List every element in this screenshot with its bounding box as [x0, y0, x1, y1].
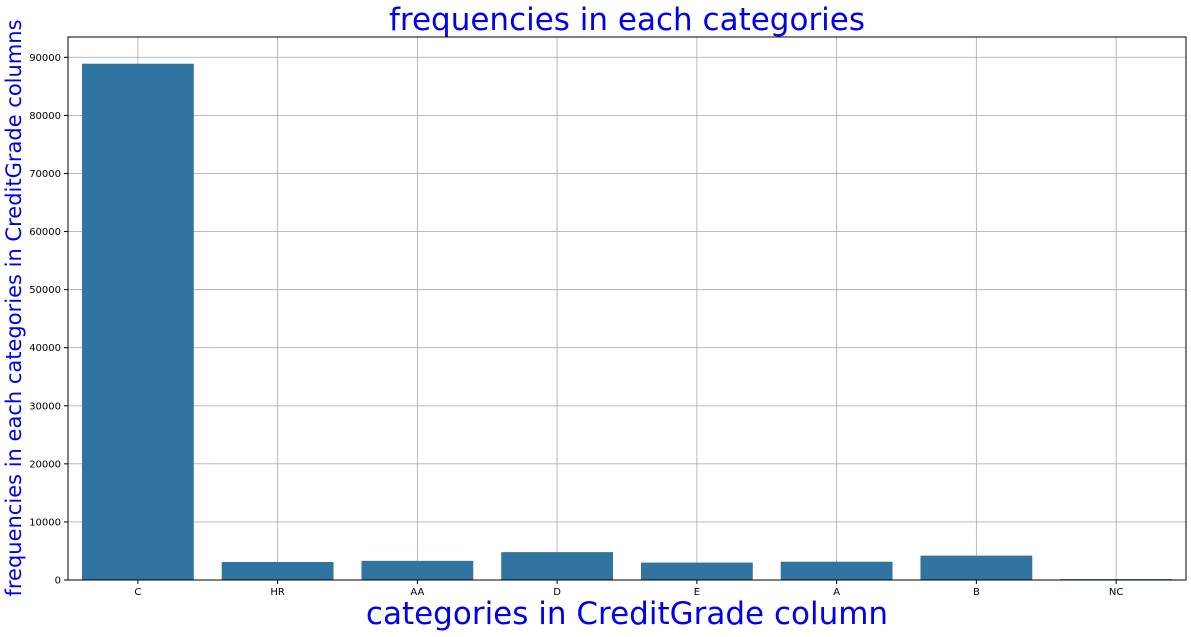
- y-tick-label: 60000: [29, 227, 61, 238]
- y-tick-label: 20000: [29, 459, 61, 470]
- x-tick-label: C: [134, 587, 141, 598]
- grid-lines: [68, 37, 1186, 581]
- bar-d: [501, 552, 614, 580]
- x-tick-label: B: [973, 587, 980, 598]
- y-tick-label: 0: [55, 576, 61, 587]
- bar-c: [81, 63, 194, 581]
- y-tick-label: 30000: [29, 401, 61, 412]
- x-tick-label: D: [553, 587, 561, 598]
- x-tick-label: A: [833, 587, 840, 598]
- y-tick-label: 40000: [29, 343, 61, 354]
- x-tick-label: AA: [410, 587, 424, 598]
- bar-a: [780, 561, 893, 580]
- y-tick-label: 70000: [29, 169, 61, 180]
- x-tick-label: E: [694, 587, 700, 598]
- bar-aa: [361, 560, 474, 580]
- x-tick-label: HR: [270, 587, 285, 598]
- bars: [81, 63, 1173, 581]
- bar-b: [920, 555, 1033, 580]
- x-tick-label: NC: [1109, 587, 1123, 598]
- y-tick-label: 90000: [29, 53, 61, 64]
- x-axis-ticks: C HR AA D E A B NC: [134, 580, 1123, 598]
- y-axis-ticks: 0 10000 20000 30000 40000 50000 60000 70000 8000…: [29, 53, 68, 587]
- y-tick-label: 80000: [29, 111, 61, 122]
- y-axis-label: frequencies in each categories in Credit…: [2, 19, 26, 596]
- bar-e: [640, 562, 753, 580]
- x-axis-label: categories in CreditGrade column: [366, 596, 888, 632]
- bar-hr: [221, 561, 334, 580]
- y-tick-label: 10000: [29, 517, 61, 528]
- chart-title: frequencies in each categories: [389, 2, 865, 38]
- plot-frame: [67, 36, 1187, 581]
- y-tick-label: 50000: [29, 285, 61, 296]
